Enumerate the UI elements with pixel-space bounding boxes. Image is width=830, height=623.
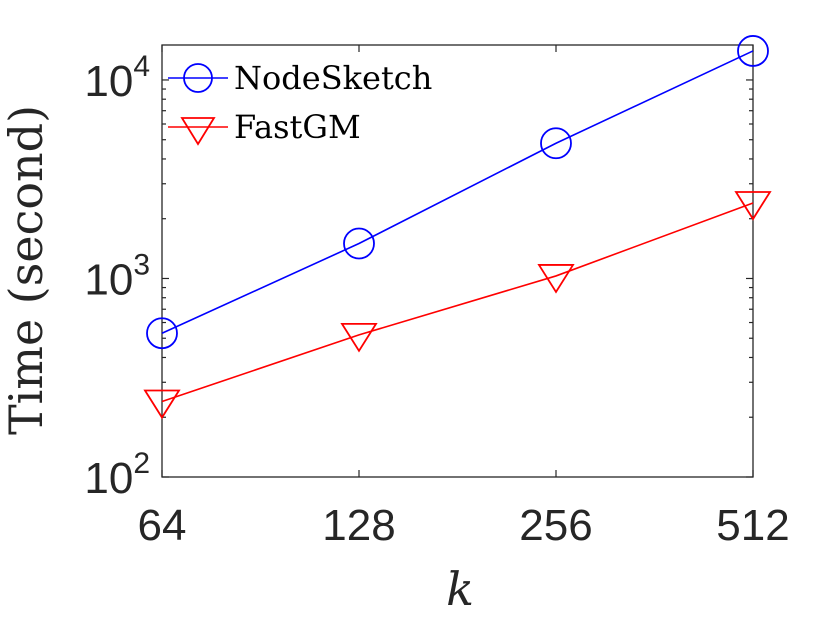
- series-line-nodesketch: [161, 50, 754, 334]
- point-fastgm-0: [143, 389, 181, 420]
- y-axis-label: Time (second): [0, 105, 53, 435]
- y-tick-base: 10: [84, 57, 133, 106]
- point-nodesketch-1: [343, 227, 375, 260]
- x-axis-label: k: [446, 562, 474, 616]
- y-tick-exponent: 4: [133, 50, 150, 83]
- y-tick-label-1: 103: [84, 248, 150, 304]
- y-tick-label-2: 104: [84, 50, 150, 106]
- x-tick-label-3: 512: [716, 501, 789, 550]
- point-nodesketch-0: [146, 317, 178, 350]
- x-tick-label-1: 128: [322, 501, 395, 550]
- legend: NodeSketch FastGM: [168, 59, 432, 146]
- y-tick-exponent: 3: [133, 248, 150, 281]
- legend-marker-nodesketch: [183, 63, 213, 93]
- y-tick-base: 10: [84, 255, 133, 304]
- point-fastgm-3: [734, 191, 772, 221]
- x-tick-label-2: 256: [519, 501, 592, 550]
- x-tick-label-0: 64: [138, 501, 187, 550]
- legend-label-nodesketch: NodeSketch: [234, 59, 432, 97]
- series-layer: [143, 35, 772, 420]
- x-tick-labels: 64 128 256 512: [138, 501, 790, 550]
- point-nodesketch-3: [737, 35, 769, 67]
- plot-area: [161, 44, 754, 478]
- y-tick-base: 10: [84, 454, 133, 503]
- point-fastgm-2: [537, 264, 575, 294]
- point-fastgm-1: [340, 322, 378, 353]
- y-tick-label-0: 102: [84, 447, 150, 503]
- point-nodesketch-2: [540, 127, 572, 160]
- series-line-fastgm: [161, 202, 754, 403]
- axis-ticks: [161, 45, 754, 478]
- y-tick-exponent: 2: [133, 447, 150, 480]
- legend-label-fastgm: FastGM: [234, 108, 361, 146]
- legend-marker-fastgm: [180, 117, 216, 146]
